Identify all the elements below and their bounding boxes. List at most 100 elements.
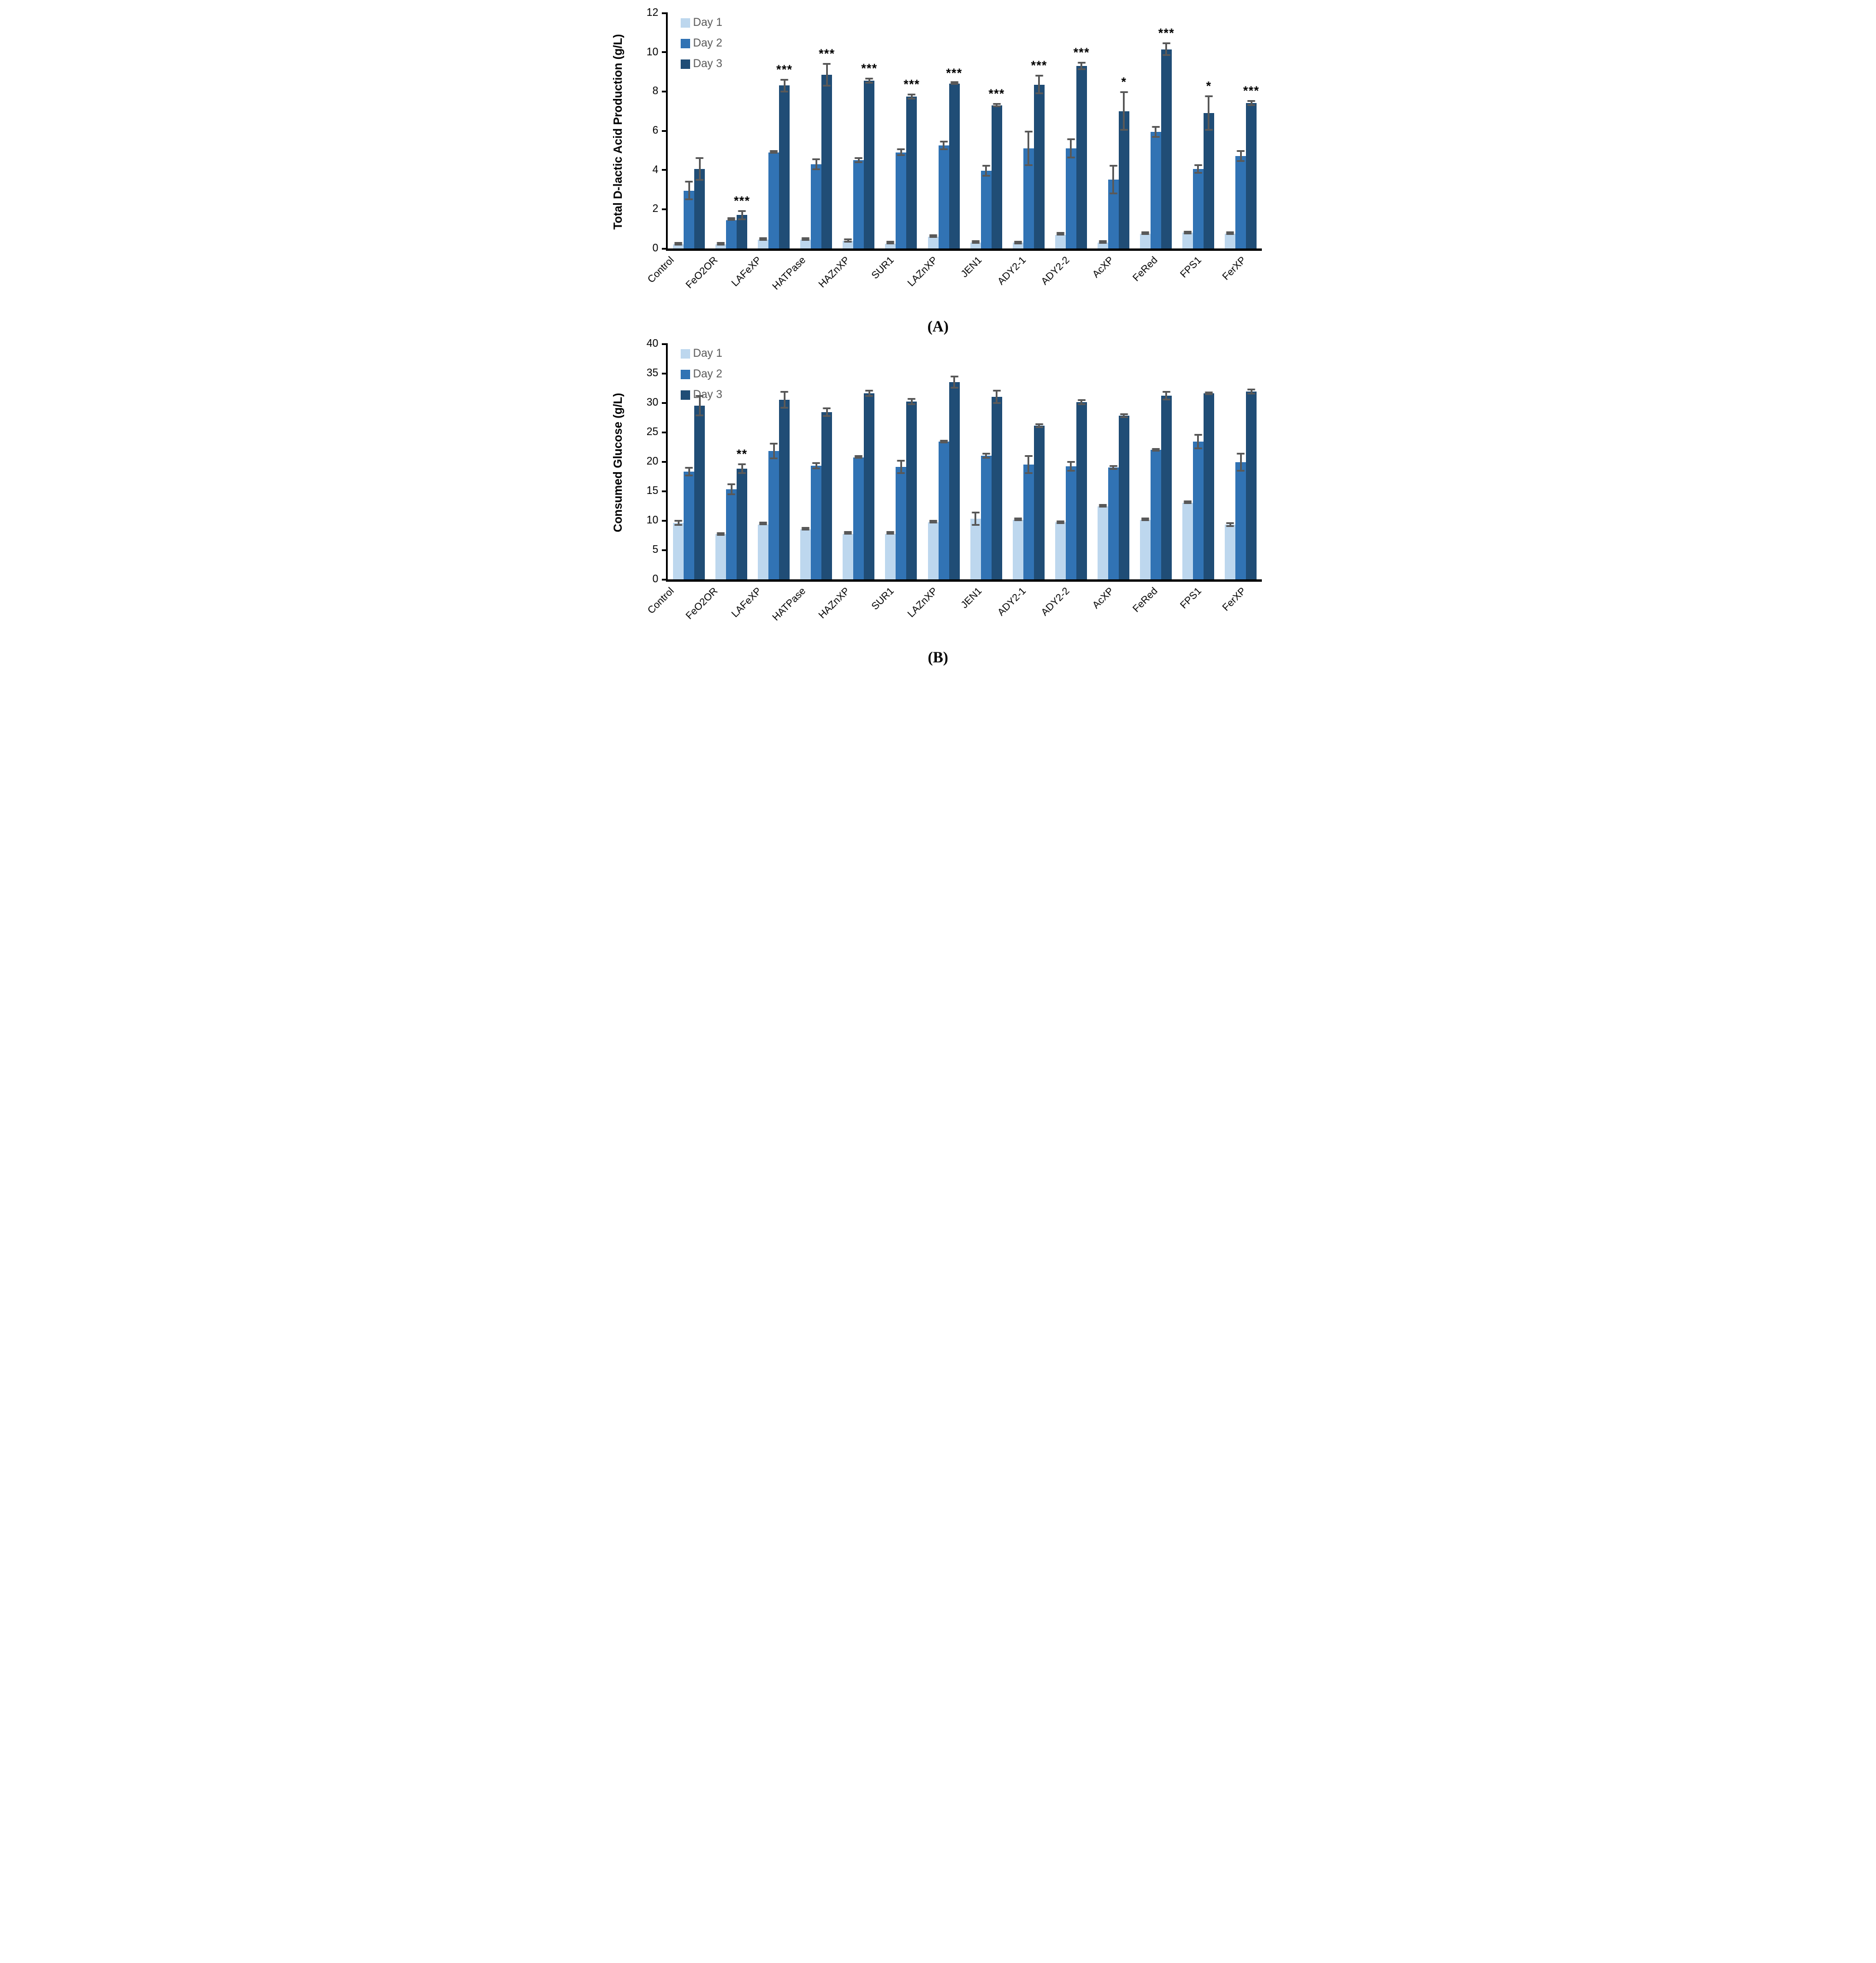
error-bar xyxy=(1226,231,1234,235)
panel-b: Consumed Glucose (g/L) 0 5 10 15 20 25 30 35 40 *… xyxy=(608,338,1268,667)
x-tick-cell: JEN1 xyxy=(954,251,998,317)
barwrap xyxy=(1065,13,1076,248)
bar-day1-laznxp xyxy=(927,522,939,579)
bar-day3-lafexp xyxy=(779,400,790,579)
y-tick-mark xyxy=(662,130,668,132)
barwrap xyxy=(906,344,917,579)
y-tick-mark xyxy=(662,431,668,433)
x-tick-cell: HAZnXP xyxy=(816,251,866,317)
error-bar-line xyxy=(1028,457,1030,472)
error-bar-line xyxy=(985,455,987,457)
bar-day3-jen1 xyxy=(991,105,1002,248)
barwrap: *** xyxy=(819,13,834,248)
barwrap xyxy=(1235,344,1247,579)
panel-b-plot-area: 0 5 10 15 20 25 30 35 40 ** Day 1 Day 2 Day 3 xyxy=(647,338,1262,584)
figure: Total D-lactic Acid Production (g/L) 0 2 4… xyxy=(608,0,1268,678)
bar-day3-ady2-2 xyxy=(1076,66,1087,248)
error-bar xyxy=(1141,518,1149,521)
error-bar xyxy=(770,443,778,459)
bar-day2-ferxp xyxy=(1235,156,1247,248)
bar-day3-sur1 xyxy=(906,402,917,579)
significance-stars: *** xyxy=(1243,84,1259,98)
error-bar xyxy=(727,217,735,221)
error-bar xyxy=(1014,240,1022,245)
legend-item-day-2: Day 2 xyxy=(681,37,722,50)
barwrap xyxy=(768,344,780,579)
barwrap xyxy=(843,13,854,248)
error-bar xyxy=(1205,95,1213,131)
error-bar-line xyxy=(847,240,849,241)
error-bar xyxy=(1109,165,1118,195)
legend-swatch-day2 xyxy=(681,370,690,379)
barwrap: *** xyxy=(1158,13,1174,248)
bar-day1-fps1 xyxy=(1182,503,1193,579)
barwrap xyxy=(1192,13,1204,248)
barwrap xyxy=(970,344,981,579)
error-bar xyxy=(972,512,980,526)
bar-day2-jen1 xyxy=(980,171,992,248)
y-tick-mark xyxy=(662,402,668,404)
error-bar-line xyxy=(1112,167,1115,193)
error-bar xyxy=(1025,455,1033,474)
bar-group-acxp xyxy=(1092,344,1135,579)
bar-day3-ady2-1 xyxy=(1033,426,1045,579)
x-tick-label-lafexp: LAFeXP xyxy=(730,254,764,289)
error-bar xyxy=(685,467,693,476)
y-tick-mark xyxy=(662,169,668,171)
barwrap xyxy=(1055,344,1066,579)
barwrap xyxy=(673,13,684,248)
x-tick-label-fps1: FPS1 xyxy=(1178,254,1204,280)
barwrap xyxy=(949,344,960,579)
error-bar xyxy=(1109,465,1118,470)
barwrap xyxy=(1150,344,1161,579)
panel-b-y-axis-title: Consumed Glucose (g/L) xyxy=(612,393,625,533)
error-bar xyxy=(886,531,894,535)
y-tick-label: 15 xyxy=(646,485,658,496)
error-bar xyxy=(929,234,937,238)
bar-day3-ady2-2 xyxy=(1076,402,1087,579)
barwrap xyxy=(1225,344,1236,579)
x-tick-cell: HATPase xyxy=(770,251,822,317)
panel-a-chart-row: Total D-lactic Acid Production (g/L) 0 2 4… xyxy=(608,7,1268,253)
error-bar xyxy=(780,391,788,409)
error-bar-line xyxy=(1239,455,1242,470)
error-bar xyxy=(865,78,873,84)
error-bar xyxy=(940,140,947,151)
error-bar-line xyxy=(1112,467,1115,468)
legend-swatch-day1 xyxy=(681,18,690,28)
panel-b-plot-outer: 0 5 10 15 20 25 30 35 40 ** Day 1 Day 2 Day 3 xyxy=(628,338,1268,584)
x-tick-cell: FeRed xyxy=(1130,251,1174,317)
barwrap xyxy=(726,13,737,248)
x-tick-label-control: Control xyxy=(645,585,676,616)
bar-group-feo2or: *** xyxy=(710,13,753,248)
error-bar-line xyxy=(1165,44,1168,55)
error-bar xyxy=(950,376,958,389)
error-bar xyxy=(1014,518,1022,521)
bar-group-control xyxy=(668,13,710,248)
x-tick-cell: ADY2-2 xyxy=(1039,582,1086,648)
bar-group-haznxp: *** xyxy=(837,13,880,248)
bar-day3-haznxp xyxy=(864,393,875,579)
x-tick-cell: FPS1 xyxy=(1174,251,1218,317)
x-tick-cell: ADY2-1 xyxy=(995,251,1042,317)
x-tick-label-sur1: SUR1 xyxy=(869,585,896,612)
error-bar xyxy=(685,181,693,201)
legend: Day 1 Day 2 Day 3 xyxy=(681,16,722,78)
x-tick-label-ady2-2: ADY2-2 xyxy=(1039,254,1072,287)
bar-day3-lafexp xyxy=(779,85,790,248)
x-tick-label-sur1: SUR1 xyxy=(869,254,896,281)
x-tick-cell: FerXP xyxy=(1218,582,1262,648)
y-tick-mark xyxy=(662,208,668,210)
bar-day3-laznxp xyxy=(949,84,960,248)
bar-day3-ferxp xyxy=(1246,392,1257,579)
panel-a: Total D-lactic Acid Production (g/L) 0 2 4… xyxy=(608,7,1268,336)
x-tick-cell: FeO2OR xyxy=(684,582,734,648)
barwrap xyxy=(821,344,833,579)
barwrap xyxy=(779,344,790,579)
error-bar-line xyxy=(783,80,785,91)
y-tick-label: 10 xyxy=(646,514,658,526)
error-bar-line xyxy=(815,160,817,168)
barwrap xyxy=(938,344,949,579)
bar-day1-hatpase xyxy=(800,240,811,248)
error-bar xyxy=(1162,42,1171,57)
